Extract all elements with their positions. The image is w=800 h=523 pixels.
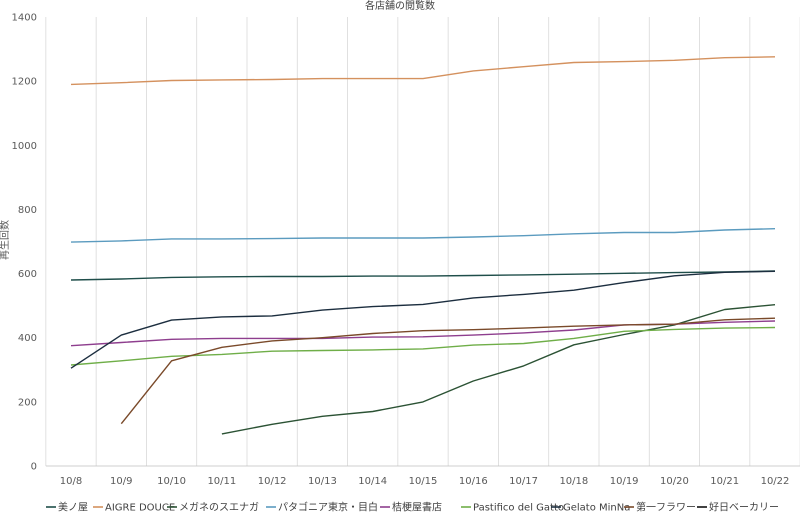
series-line (70, 270, 776, 281)
y-axis-label: 再生回数 (0, 220, 11, 260)
x-tick-label: 10/10 (157, 476, 186, 487)
chart-title: 各店舗の閲覧数 (365, 0, 435, 12)
y-tick-label: 400 (18, 333, 37, 344)
legend-label: メガネのスエナガ (179, 502, 259, 514)
series-line (70, 228, 776, 243)
legend-label: 美ノ屋 (58, 501, 88, 514)
legend-label: 第一フラワー (636, 501, 696, 514)
series-group (70, 56, 776, 435)
series-line (70, 56, 776, 86)
x-tick-label: 10/19 (610, 476, 639, 487)
y-tick-label: 1200 (12, 77, 37, 88)
x-axis: 10/8 10/9 10/10 10/11 10/12 10/13 10/14 10/15 10… (60, 476, 790, 487)
x-tick-label: 10/17 (509, 476, 538, 487)
legend-label: Pastifico del Gatto (473, 503, 564, 514)
x-tick-label: 10/8 (60, 476, 82, 487)
series-line (120, 317, 776, 425)
y-tick-label: 1400 (12, 13, 37, 24)
x-tick-label: 10/13 (308, 476, 337, 487)
x-tick-label: 10/11 (207, 476, 236, 487)
y-tick-label: 800 (18, 205, 37, 216)
y-tick-label: 200 (18, 397, 37, 408)
x-tick-label: 10/14 (358, 476, 387, 487)
legend-label: パタゴニア東京・目白 (278, 501, 378, 514)
legend-label: 好日ベーカリー (709, 502, 779, 514)
x-tick-label: 10/20 (660, 476, 689, 487)
x-tick-label: 10/16 (459, 476, 488, 487)
y-axis: 0 200 400 600 800 1000 1200 1400 (12, 13, 37, 473)
x-tick-label: 10/9 (110, 476, 132, 487)
y-tick-label: 1000 (12, 141, 37, 152)
series-line (70, 270, 776, 369)
x-tick-label: 10/22 (761, 476, 790, 487)
x-tick-label: 10/21 (710, 476, 739, 487)
series-line (221, 304, 776, 435)
legend-label: Gelato MinNa (563, 503, 630, 514)
legend: 美ノ屋 AIGRE DOUCE メガネのスエナガ パタゴニア東京・目白 桔梗屋書店 Pas… (46, 501, 779, 514)
legend-label: AIGRE DOUCE (105, 503, 175, 514)
legend-label: 桔梗屋書店 (392, 501, 442, 514)
y-tick-label: 0 (31, 462, 37, 473)
y-tick-label: 600 (18, 269, 37, 280)
x-tick-label: 10/18 (559, 476, 588, 487)
x-tick-label: 10/15 (409, 476, 438, 487)
grid (45, 17, 800, 467)
x-tick-label: 10/12 (258, 476, 287, 487)
